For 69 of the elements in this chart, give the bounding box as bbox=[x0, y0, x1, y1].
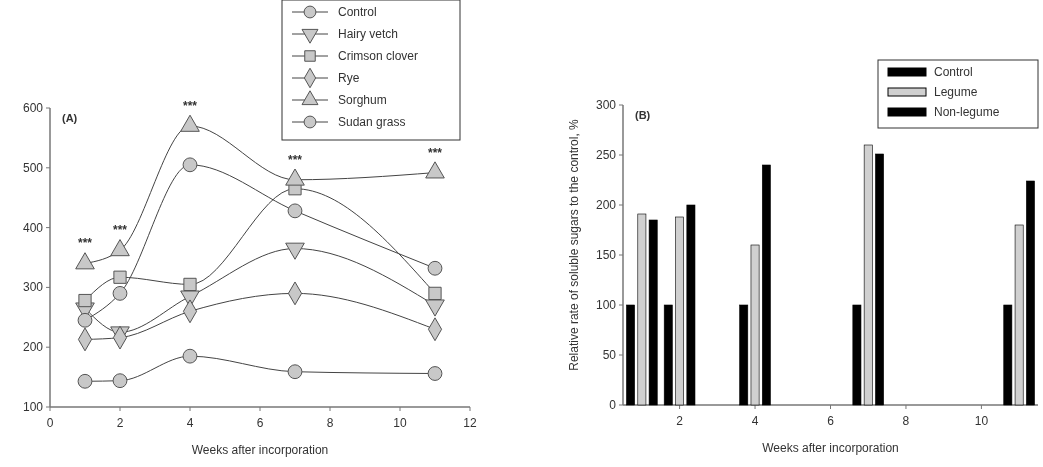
point bbox=[77, 373, 93, 389]
y-axis-title: Relative rate of soluble sugars to the control, % bbox=[567, 118, 581, 371]
point bbox=[428, 286, 442, 300]
y-tick-label: 50 bbox=[602, 348, 617, 362]
x-tick-label: 12 bbox=[463, 416, 477, 430]
legend-label: Legume bbox=[934, 85, 978, 99]
legend-label: Non-legume bbox=[934, 105, 1000, 119]
annotation: *** bbox=[182, 98, 198, 113]
bar bbox=[875, 153, 884, 406]
x-tick-label: 6 bbox=[256, 416, 264, 430]
annotation: *** bbox=[112, 223, 128, 238]
x-tick-label: 4 bbox=[186, 416, 194, 430]
bar bbox=[663, 304, 673, 406]
legend-label: Hairy vetch bbox=[338, 27, 399, 41]
point bbox=[113, 270, 127, 284]
point bbox=[77, 312, 93, 328]
legend-label: Crimson clover bbox=[338, 49, 419, 63]
bar bbox=[686, 204, 696, 406]
bar bbox=[626, 304, 635, 406]
legend-label: Control bbox=[338, 5, 377, 19]
y-tick-label: 400 bbox=[22, 220, 44, 235]
legend-label: Control bbox=[934, 65, 973, 79]
y-tick-label: 500 bbox=[22, 160, 44, 175]
y-tick-label: 300 bbox=[22, 280, 44, 295]
x-tick-label: 2 bbox=[676, 414, 684, 428]
x-tick-label: 4 bbox=[751, 414, 759, 428]
chart-title: (A) bbox=[62, 112, 78, 124]
x-tick-label: 0 bbox=[46, 416, 54, 430]
point bbox=[182, 348, 198, 364]
annotation: *** bbox=[427, 145, 443, 160]
y-tick-label: 200 bbox=[595, 198, 617, 212]
point bbox=[112, 285, 128, 301]
point bbox=[287, 364, 303, 380]
bar bbox=[761, 164, 771, 406]
bar bbox=[852, 304, 862, 406]
y-tick-label: 600 bbox=[22, 101, 44, 115]
x-axis-title: Weeks after incorporation bbox=[191, 443, 329, 457]
point bbox=[112, 373, 128, 389]
y-tick-label: 100 bbox=[22, 400, 44, 414]
bar bbox=[675, 216, 684, 406]
bar bbox=[750, 244, 760, 406]
y-tick-label: 250 bbox=[595, 148, 617, 162]
y-tick-label: 100 bbox=[595, 298, 617, 312]
x-tick-label: 6 bbox=[827, 414, 835, 428]
point bbox=[287, 203, 303, 219]
point bbox=[182, 157, 198, 173]
annotation: *** bbox=[77, 236, 93, 251]
x-tick-label: 10 bbox=[393, 416, 407, 430]
chart-title: (B) bbox=[635, 109, 651, 121]
bar bbox=[863, 144, 873, 406]
legend-label: Sorghum bbox=[338, 93, 387, 107]
annotation: *** bbox=[287, 152, 303, 167]
point bbox=[78, 293, 92, 308]
x-tick-label: 10 bbox=[974, 414, 989, 428]
point bbox=[183, 277, 197, 292]
x-tick-label: 8 bbox=[326, 416, 334, 430]
y-tick-label: 300 bbox=[595, 98, 617, 112]
legend-label: Rye bbox=[338, 71, 360, 85]
point bbox=[427, 366, 443, 381]
y-tick-label: 150 bbox=[595, 248, 617, 262]
y-tick-label: 0 bbox=[609, 398, 617, 412]
bar bbox=[739, 304, 749, 406]
x-tick-label: 2 bbox=[116, 416, 124, 430]
x-tick-label: 8 bbox=[902, 414, 910, 428]
point bbox=[427, 260, 443, 276]
y-tick-label: 200 bbox=[22, 340, 44, 355]
bar bbox=[1026, 180, 1035, 406]
legend-label: Sudan grass bbox=[338, 115, 406, 129]
x-axis-title: Weeks after incorporation bbox=[762, 441, 899, 455]
